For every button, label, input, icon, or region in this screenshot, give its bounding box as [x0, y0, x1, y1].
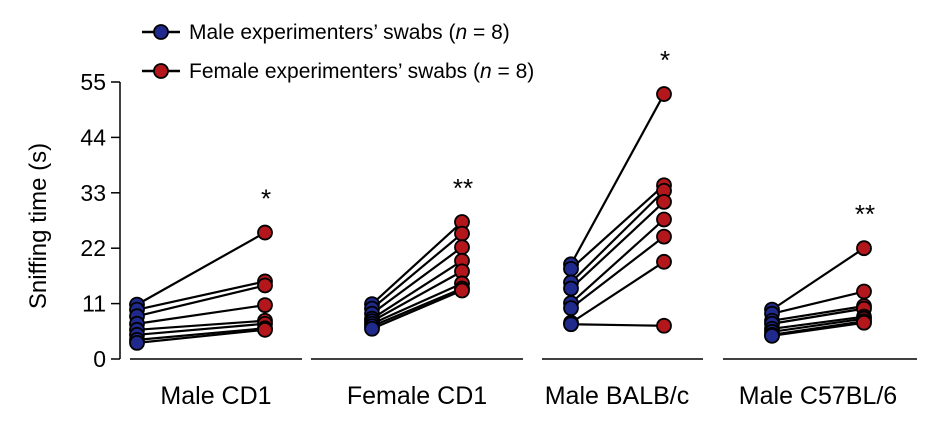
female-swab-point — [656, 211, 672, 228]
pair-line — [570, 201, 665, 290]
pair-line — [570, 218, 665, 304]
y-tick-label: 22 — [80, 235, 106, 261]
y-axis-title: Sniffing time (s) — [25, 143, 52, 309]
legend-label: Male experimenters’ swabs (n = 8) — [189, 21, 510, 44]
legend-entry-male: Male experimenters’ swabs (n = 8) — [142, 21, 510, 44]
male-swab-point — [563, 300, 579, 317]
pair-line — [136, 304, 266, 325]
pair-line — [136, 231, 266, 306]
legend-label: Female experimenters’ swabs (n = 8) — [189, 60, 534, 83]
pair-line — [771, 321, 865, 337]
pair-line — [136, 319, 266, 331]
pair-line — [136, 327, 266, 341]
pair-line — [570, 184, 665, 270]
pair-line — [136, 328, 266, 344]
female-swab-point — [856, 240, 872, 257]
female-swab-point — [656, 317, 672, 334]
significance-marker: ** — [453, 173, 473, 203]
pair-line — [771, 305, 865, 322]
pair-line — [371, 289, 463, 330]
female-swab-point — [656, 86, 672, 102]
male-swab-point — [563, 316, 579, 333]
female-swab-point — [656, 253, 672, 270]
pair-line — [371, 287, 463, 328]
pair-line — [570, 235, 665, 310]
female-swab-point — [454, 239, 470, 256]
pair-line — [371, 221, 463, 305]
significance-marker: ** — [855, 199, 875, 229]
female-swab-point — [257, 277, 273, 294]
y-tick-label: 44 — [80, 124, 106, 150]
pair-line — [570, 190, 665, 284]
pair-line — [136, 284, 266, 318]
pair-line — [771, 247, 865, 311]
significance-marker: * — [261, 184, 271, 214]
legend: Male experimenters’ swabs (n = 8) Female … — [142, 21, 534, 83]
female-swab-point — [454, 282, 470, 299]
y-axis: 0 11 22 33 44 55 — [80, 69, 121, 372]
male-swab-point — [563, 260, 579, 277]
female-swab-point — [257, 224, 273, 241]
pair-line — [371, 270, 463, 323]
pair-line — [371, 246, 463, 315]
group-label: Male C57BL/6 — [739, 382, 897, 410]
male-swab-point — [364, 320, 380, 337]
pair-line — [771, 317, 865, 333]
legend-entry-female: Female experimenters’ swabs (n = 8) — [142, 60, 534, 83]
legend-marker — [153, 63, 169, 79]
panel-4: ** Male C57BL/6 — [723, 199, 917, 410]
female-swab-point — [257, 321, 273, 338]
panel-2: ** Female CD1 — [311, 173, 523, 410]
pair-line — [371, 232, 463, 310]
female-swab-point — [656, 228, 672, 245]
male-swab-point — [563, 280, 579, 297]
pair-line — [371, 282, 463, 325]
female-swab-point — [257, 297, 273, 314]
panel-3: * Male BALB/c — [542, 45, 703, 410]
plot-panels: * Male CD1 ** Female CD1 * Male BALB/c ** Male … — [129, 45, 917, 410]
female-swab-point — [656, 193, 672, 210]
pair-line — [570, 323, 665, 327]
legend-marker — [153, 24, 169, 40]
female-swab-point — [856, 314, 872, 331]
panel-1: * Male CD1 — [129, 184, 302, 410]
y-tick-label: 33 — [80, 180, 106, 206]
group-label: Male BALB/c — [545, 382, 690, 410]
female-swab-point — [454, 225, 470, 242]
y-tick-label: 11 — [82, 291, 106, 317]
y-tick-label: 0 — [93, 346, 106, 372]
significance-marker: * — [660, 45, 670, 75]
male-swab-point — [764, 327, 780, 344]
group-label: Female CD1 — [347, 382, 487, 410]
pair-line — [570, 260, 665, 324]
male-swab-point — [129, 334, 145, 351]
pair-line — [771, 307, 865, 325]
group-label: Male CD1 — [160, 382, 271, 410]
female-swab-point — [856, 283, 872, 300]
pair-line — [771, 315, 865, 330]
pair-line — [136, 322, 266, 336]
pair-line — [371, 259, 463, 320]
pair-line — [771, 290, 865, 315]
y-tick-label: 55 — [80, 69, 106, 95]
pair-line — [136, 280, 266, 311]
pair-line — [570, 93, 665, 265]
